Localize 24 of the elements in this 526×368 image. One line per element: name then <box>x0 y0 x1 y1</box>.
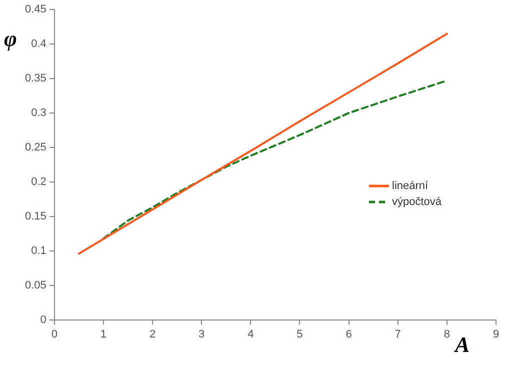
y-tick-label: 0.1 <box>31 244 46 257</box>
y-tick-label: 0.3 <box>31 107 46 120</box>
x-tick-label: 6 <box>346 328 352 340</box>
x-tick-label: 7 <box>394 328 401 340</box>
x-tick-label: 0 <box>51 328 58 340</box>
x-tick-label: 1 <box>100 328 107 340</box>
x-tick-label: 9 <box>492 328 500 340</box>
x-tick-label: 2 <box>149 328 156 340</box>
x-tick-label: 3 <box>198 328 205 340</box>
y-tick-label: 0.2 <box>31 176 46 188</box>
y-tick-label: 0.35 <box>24 72 46 85</box>
y-tick-label: 0.45 <box>24 4 46 16</box>
x-axis-title: A <box>455 332 470 358</box>
legend-label: lineární <box>392 180 428 192</box>
y-tick-label: 0.05 <box>24 279 46 292</box>
x-tick-label: 5 <box>296 328 303 340</box>
y-tick-label: 0.25 <box>24 142 46 154</box>
y-axis-title: φ <box>4 26 17 52</box>
y-tick-label: 0 <box>40 314 46 326</box>
legend-label: výpočtová <box>392 196 442 208</box>
y-tick-label: 0.15 <box>24 210 46 222</box>
x-tick-label: 4 <box>248 328 254 340</box>
y-tick-label: 0.4 <box>31 38 46 50</box>
x-tick-label: 8 <box>444 328 450 340</box>
